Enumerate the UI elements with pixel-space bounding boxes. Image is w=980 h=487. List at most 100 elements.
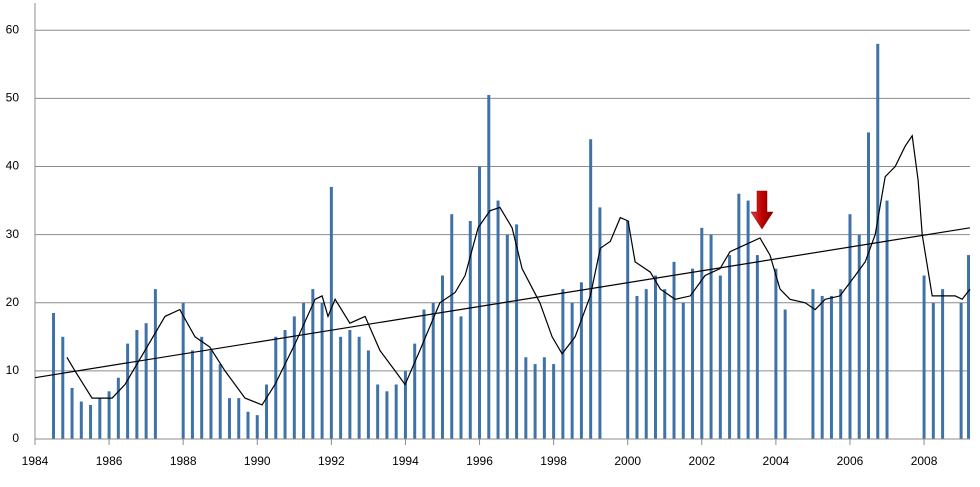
bar <box>440 275 444 439</box>
x-tick-label: 2000 <box>614 454 641 468</box>
bar <box>70 387 74 439</box>
bar <box>339 336 343 439</box>
bar <box>302 302 306 439</box>
bar <box>663 289 667 439</box>
bar <box>394 384 398 439</box>
bar <box>579 282 583 439</box>
annotation-arrow <box>750 190 774 230</box>
x-tick-label: 1984 <box>22 454 49 468</box>
bar <box>218 364 222 439</box>
bar <box>829 295 833 439</box>
y-tick-label: 0 <box>12 431 19 445</box>
x-tick-label: 2006 <box>837 454 864 468</box>
x-tick-label: 1998 <box>540 454 567 468</box>
bar <box>700 227 704 439</box>
bar <box>200 336 204 439</box>
bar <box>959 302 963 439</box>
bar <box>941 289 945 439</box>
bar <box>487 94 491 439</box>
bar <box>79 401 83 439</box>
bar <box>533 364 537 439</box>
bar <box>737 193 741 439</box>
bar <box>52 312 56 439</box>
bar <box>681 302 685 439</box>
bar <box>857 234 861 439</box>
bar <box>366 350 370 439</box>
bar <box>561 289 565 439</box>
bar <box>413 343 417 439</box>
bar <box>866 132 870 439</box>
bar <box>691 268 695 439</box>
x-tick-label: 1988 <box>170 454 197 468</box>
bar <box>505 234 509 439</box>
bar <box>478 166 482 439</box>
bar <box>153 289 157 439</box>
bar <box>283 330 287 439</box>
bar <box>515 224 519 439</box>
bar <box>237 398 241 439</box>
y-tick-label: 10 <box>6 363 20 377</box>
bar <box>459 316 463 439</box>
bar <box>403 370 407 439</box>
bar <box>598 207 602 439</box>
bar <box>98 398 102 439</box>
x-tick-label: 1994 <box>392 454 419 468</box>
x-tick-label: 2002 <box>688 454 715 468</box>
bar <box>61 336 65 439</box>
bar <box>848 214 852 439</box>
bar <box>348 330 352 439</box>
bar <box>89 404 93 439</box>
bar <box>746 200 750 439</box>
bar <box>885 200 889 439</box>
bar <box>385 391 389 439</box>
bar <box>209 350 213 439</box>
bar <box>783 309 787 439</box>
y-tick-label: 20 <box>6 295 20 309</box>
bar <box>496 200 500 439</box>
y-tick-label: 60 <box>6 22 20 36</box>
x-tick-label: 1996 <box>466 454 493 468</box>
x-tick-label: 2004 <box>763 454 790 468</box>
bar <box>311 289 315 439</box>
bar <box>774 268 778 439</box>
bar <box>672 261 676 439</box>
bar <box>190 350 194 439</box>
x-tick-label: 1992 <box>318 454 345 468</box>
bar <box>755 255 759 439</box>
bar <box>653 275 657 439</box>
bar <box>552 364 556 439</box>
bar <box>144 323 148 439</box>
x-tick-label: 1986 <box>96 454 123 468</box>
x-tick-label: 2008 <box>911 454 938 468</box>
bar <box>265 384 269 439</box>
bar <box>320 302 324 439</box>
bar <box>116 377 120 439</box>
bar <box>626 221 630 439</box>
bar <box>292 316 296 439</box>
bar <box>709 234 713 439</box>
y-tick-label: 30 <box>6 227 20 241</box>
bar <box>931 302 935 439</box>
bar <box>107 391 111 439</box>
bar <box>126 343 130 439</box>
bar <box>570 302 574 439</box>
y-tick-label: 50 <box>6 91 20 105</box>
bar <box>181 302 185 439</box>
line <box>34 227 971 379</box>
bar <box>644 289 648 439</box>
bar <box>876 43 880 439</box>
bar <box>431 302 435 439</box>
x-tick-label: 1990 <box>244 454 271 468</box>
bar <box>329 186 333 439</box>
bar <box>524 357 528 439</box>
bar <box>422 309 426 439</box>
bar <box>357 336 361 439</box>
bar <box>718 275 722 439</box>
bar <box>839 289 843 439</box>
bar <box>728 255 732 439</box>
bar <box>246 411 250 439</box>
bar <box>820 295 824 439</box>
bar <box>227 398 231 439</box>
bar <box>635 295 639 439</box>
